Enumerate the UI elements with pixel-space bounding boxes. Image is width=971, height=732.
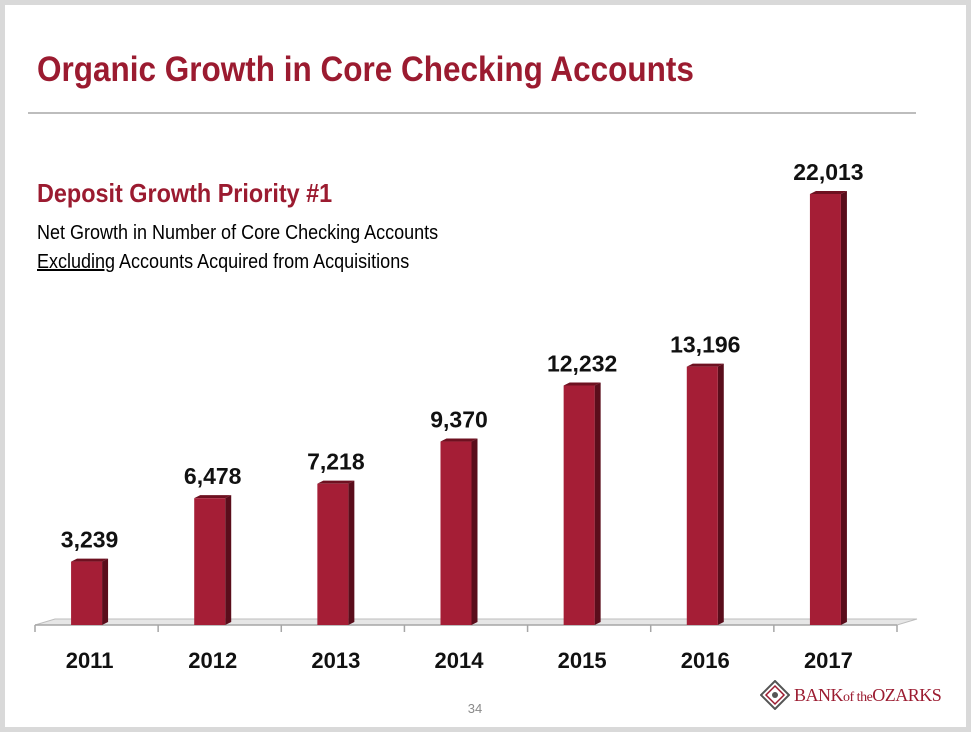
bar-side-2011	[102, 558, 109, 625]
bar-2011	[71, 561, 103, 625]
bar-top-2011	[71, 558, 109, 562]
bar-side-2013	[348, 480, 355, 625]
bar-2014	[440, 441, 472, 625]
page-number: 34	[467, 701, 483, 716]
bar-side-2014	[471, 438, 478, 625]
x-tick-label-2014: 2014	[435, 648, 485, 673]
x-tick-label-2011: 2011	[66, 648, 114, 673]
bar-2013	[317, 483, 349, 625]
logo-word-bank: BANK	[794, 684, 844, 705]
bar-top-2016	[686, 363, 724, 367]
logo-word-of-the: of the	[843, 689, 873, 705]
title-divider	[28, 112, 916, 114]
excluding-emphasis: Excluding	[37, 251, 116, 273]
data-label-2017: 22,013	[793, 159, 863, 185]
bar-top-2012	[194, 495, 232, 499]
x-tick-label-2017: 2017	[804, 648, 853, 673]
bar-2015	[563, 385, 595, 625]
bank-logo-text: BANKof theOZARKS	[794, 684, 942, 706]
bank-logo: BANKof theOZARKS	[760, 680, 942, 710]
bar-side-2017	[840, 191, 847, 625]
bar-2016	[686, 366, 718, 625]
data-label-2016: 13,196	[670, 332, 740, 358]
bar-side-2015	[594, 382, 601, 625]
bar-top-2014	[440, 438, 478, 442]
logo-word-ozarks: OZARKS	[872, 684, 942, 705]
data-label-2013: 7,218	[307, 449, 365, 475]
bar-top-2017	[809, 191, 847, 194]
x-tick-label-2012: 2012	[188, 648, 237, 673]
bar-2012	[194, 498, 226, 625]
chart-description-line1: Net Growth in Number of Core Checking Ac…	[37, 222, 439, 244]
description-line2-rest: Accounts Acquired from Acquisitions	[115, 251, 410, 273]
chart-description-line2: Excluding Accounts Acquired from Acquisi…	[37, 251, 409, 274]
data-label-2012: 6,478	[184, 463, 242, 489]
x-tick-label-2016: 2016	[681, 648, 730, 673]
data-label-2011: 3,239	[61, 527, 119, 553]
x-tick-label-2013: 2013	[311, 648, 360, 673]
data-label-2015: 12,232	[547, 351, 617, 377]
bar-2017	[809, 194, 841, 625]
page-title: Organic Growth in Core Checking Accounts	[37, 50, 694, 89]
x-tick-label-2015: 2015	[558, 648, 607, 673]
bar-side-2012	[225, 495, 232, 625]
bar-top-2013	[317, 480, 355, 484]
chart-subtitle: Deposit Growth Priority #1	[37, 178, 333, 208]
data-label-2014: 9,370	[430, 407, 488, 433]
bank-logo-diamond-icon	[760, 680, 790, 710]
slide	[5, 5, 966, 727]
bar-side-2016	[717, 363, 724, 625]
bar-top-2015	[563, 382, 601, 386]
